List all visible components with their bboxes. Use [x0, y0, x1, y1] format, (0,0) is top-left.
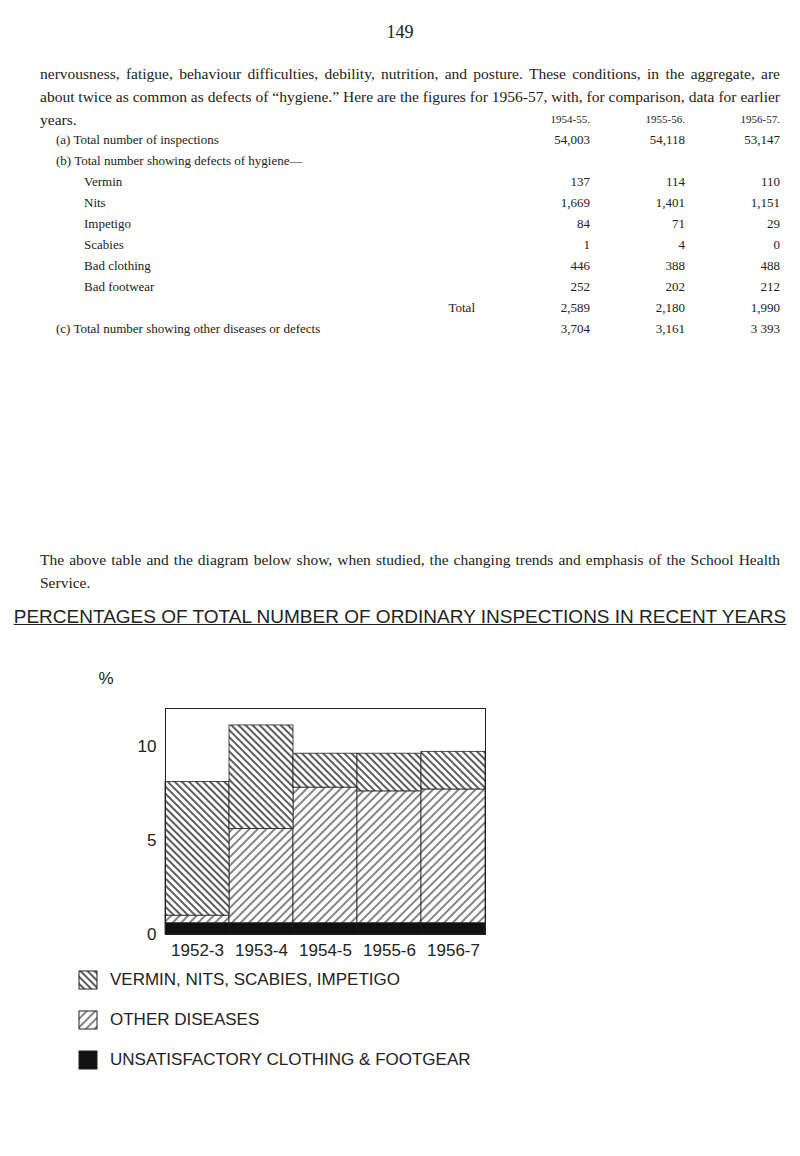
html-text:2,180: 2,180	[655, 299, 685, 315]
html-text:202: 202	[665, 278, 685, 294]
html-text:212: 212	[760, 278, 780, 294]
html-text:1,669: 1,669	[560, 194, 590, 210]
svg-text:1955-6: 1955-6	[363, 941, 416, 960]
html-text:Total: Total	[448, 299, 475, 315]
html-text:252: 252	[570, 278, 590, 294]
svg-text:10: 10	[138, 737, 157, 756]
html-text:29: 29	[767, 215, 780, 231]
svg-text:1953-4: 1953-4	[235, 941, 288, 960]
html-text:Scabies: Scabies	[84, 236, 124, 252]
html-text:1,990: 1,990	[750, 299, 780, 315]
html-text:4: 4	[678, 236, 685, 252]
html-text:Vermin: Vermin	[84, 173, 123, 189]
svg-text:1956-7: 1956-7	[427, 941, 480, 960]
svg-text:1954-5: 1954-5	[299, 941, 352, 960]
html-text:1956-57.: 1956-57.	[740, 112, 780, 125]
html-text:1955-56.: 1955-56.	[645, 112, 685, 125]
html-text:Bad footwear: Bad footwear	[84, 278, 155, 294]
html-text:Bad clothing: Bad clothing	[84, 257, 151, 273]
html-text:1,401: 1,401	[655, 194, 685, 210]
html-text:2,589: 2,589	[560, 299, 590, 315]
html-text:(a) Total number of inspection: (a) Total number of inspections	[56, 131, 219, 147]
html-text:nervousness, fatigue, behaviou: nervousness, fatigue, behaviour difficul…	[40, 65, 780, 128]
html-text:PERCENTAGES OF TOTAL NUMBER OF: PERCENTAGES OF TOTAL NUMBER OF ORDINARY …	[13, 606, 787, 627]
html-text:3,704: 3,704	[560, 320, 590, 336]
html-text:114: 114	[666, 173, 685, 189]
html-text:UNSATISFACTORY CLOTHING & FOOT: UNSATISFACTORY CLOTHING & FOOTGEAR	[110, 1050, 471, 1069]
svg-text:0: 0	[147, 925, 156, 944]
html-text:(c) Total number showing other: (c) Total number showing other diseases …	[56, 320, 321, 336]
html-text:1,151: 1,151	[750, 194, 780, 210]
html-text:1: 1	[583, 236, 590, 252]
html-text:54,003: 54,003	[554, 131, 590, 147]
html-text:53,147: 53,147	[744, 131, 780, 147]
html-text:The above table and the diagra: The above table and the diagram below sh…	[40, 551, 780, 591]
html-text:0: 0	[773, 236, 780, 252]
html-text:OTHER DISEASES: OTHER DISEASES	[110, 1010, 260, 1029]
html-text:3,161: 3,161	[655, 320, 685, 336]
html-text:3 393: 3 393	[750, 320, 780, 336]
html-text:VERMIN, NITS, SCABIES, IMPETIG: VERMIN, NITS, SCABIES, IMPETIGO	[110, 970, 400, 989]
html-text:Nits: Nits	[84, 194, 106, 210]
svg-text:%: %	[99, 669, 114, 688]
html-text:149: 149	[386, 22, 414, 42]
html-text:1954-55.: 1954-55.	[550, 112, 590, 125]
html-text:(b) Total number showing defec: (b) Total number showing defects of hygi…	[56, 152, 303, 168]
svg-text:1952-3: 1952-3	[171, 941, 224, 960]
html-text:446: 446	[570, 257, 590, 273]
html-text:488: 488	[760, 257, 780, 273]
html-text:54,118: 54,118	[649, 131, 685, 147]
html-text:84: 84	[577, 215, 590, 231]
html-text:110: 110	[761, 173, 780, 189]
html-text:137: 137	[570, 173, 590, 189]
svg-text:5: 5	[147, 831, 156, 850]
html-text:Impetigo: Impetigo	[84, 215, 131, 231]
html-text:71: 71	[672, 215, 685, 231]
html-text:388: 388	[665, 257, 685, 273]
